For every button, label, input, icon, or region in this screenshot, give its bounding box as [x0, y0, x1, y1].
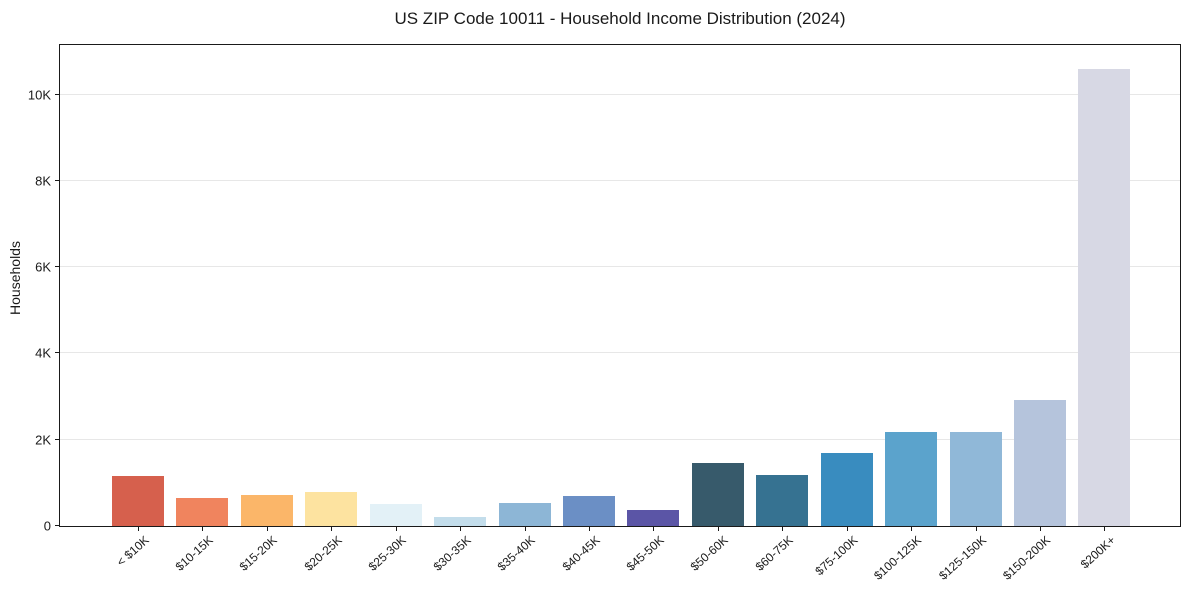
- x-axis-tick-label: $20-25K: [301, 533, 345, 574]
- y-axis-tick: [55, 179, 60, 181]
- x-axis-tick: [717, 526, 719, 531]
- y-axis-tick-label: 0: [43, 518, 51, 534]
- gridline: [60, 93, 1180, 95]
- x-axis-tick: [782, 526, 784, 531]
- gridline: [60, 266, 1180, 268]
- bar: [885, 431, 938, 526]
- bar: [949, 431, 1002, 526]
- bar: [627, 509, 680, 526]
- bar: [176, 498, 229, 526]
- x-axis-tick: [524, 526, 526, 531]
- x-axis-tick: [975, 526, 977, 531]
- gridline: [60, 352, 1180, 354]
- x-axis-tick-label: $25-30K: [365, 533, 410, 574]
- bar: [240, 494, 293, 526]
- x-axis-tick-label: $75-100K: [812, 533, 861, 579]
- x-axis-tick-label: $125-150K: [935, 533, 989, 583]
- bar: [820, 452, 873, 526]
- y-axis-tick: [55, 266, 60, 268]
- x-axis-tick-label: $200K+: [1077, 533, 1118, 572]
- y-axis-tick: [55, 93, 60, 95]
- x-axis-tick-label: < $10K: [113, 533, 152, 570]
- x-axis-tick-label: $30-35K: [430, 533, 474, 574]
- x-axis-tick: [266, 526, 268, 531]
- x-axis-tick-label: $45-50K: [623, 533, 667, 574]
- x-axis-tick: [395, 526, 397, 531]
- bar: [112, 475, 164, 526]
- y-axis-tick-label: 6K: [35, 259, 51, 275]
- x-axis-tick-label: $50-60K: [688, 533, 732, 574]
- x-axis-tick-label: $15-20K: [237, 533, 281, 574]
- y-axis-tick-label: 8K: [35, 173, 51, 189]
- x-axis-tick-label: $40-45K: [559, 533, 603, 574]
- chart-title: US ZIP Code 10011 - Household Income Dis…: [394, 9, 846, 28]
- bar: [691, 462, 744, 526]
- bar: [563, 495, 615, 526]
- bar: [369, 504, 422, 526]
- y-axis-tick: [55, 438, 60, 440]
- y-axis-label: Households: [7, 241, 23, 315]
- x-axis-tick: [460, 526, 462, 531]
- x-axis-tick-label: $100-125K: [871, 533, 925, 583]
- bar: [305, 492, 358, 526]
- x-axis-tick-label: $60-75K: [752, 533, 796, 574]
- x-axis-tick: [138, 526, 139, 531]
- x-axis-tick: [202, 526, 204, 531]
- y-axis-tick-label: 10K: [27, 87, 51, 103]
- x-axis-tick: [1040, 526, 1042, 531]
- x-axis-tick: [653, 526, 655, 531]
- x-axis-tick-label: $10-15K: [172, 533, 216, 574]
- y-axis-tick: [55, 525, 60, 526]
- x-axis-tick: [846, 526, 848, 531]
- x-axis-tick: [911, 526, 913, 531]
- x-axis-tick: [589, 526, 590, 531]
- y-axis-tick: [55, 352, 60, 354]
- x-axis-tick-label: $35-40K: [494, 533, 538, 574]
- x-axis-tick: [1104, 526, 1106, 531]
- bar: [1078, 68, 1131, 526]
- x-axis-tick: [331, 526, 333, 531]
- bar: [434, 517, 487, 526]
- bar: [756, 474, 809, 526]
- plot-area: 0 2K 4K 6K 8K 10K < $10K $10-15K $15-20K $20-25K $…: [28, 44, 1181, 583]
- gridline: [60, 438, 1180, 440]
- gridline: [60, 179, 1180, 181]
- bar: [1014, 400, 1067, 526]
- bar: [498, 502, 551, 526]
- x-axis-tick-label: $150-200K: [1000, 533, 1054, 583]
- y-axis-tick-label: 2K: [35, 432, 51, 448]
- y-axis-tick-label: 4K: [35, 345, 51, 361]
